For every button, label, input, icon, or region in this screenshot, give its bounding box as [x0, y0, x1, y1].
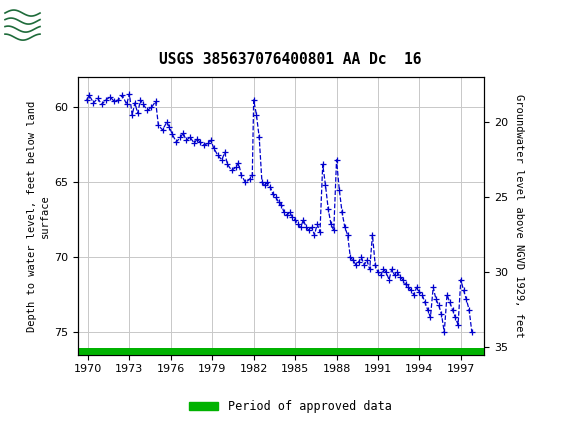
Bar [78, 348, 484, 355]
Text: USGS: USGS [48, 14, 103, 32]
Y-axis label: Depth to water level, feet below land
surface: Depth to water level, feet below land su… [27, 101, 50, 332]
Legend: Period of approved data: Period of approved data [184, 395, 396, 418]
Text: USGS 385637076400801 AA Dc  16: USGS 385637076400801 AA Dc 16 [159, 52, 421, 67]
Bar [4, 4, 42, 41]
Y-axis label: Groundwater level above NGVD 1929, feet: Groundwater level above NGVD 1929, feet [514, 94, 524, 338]
